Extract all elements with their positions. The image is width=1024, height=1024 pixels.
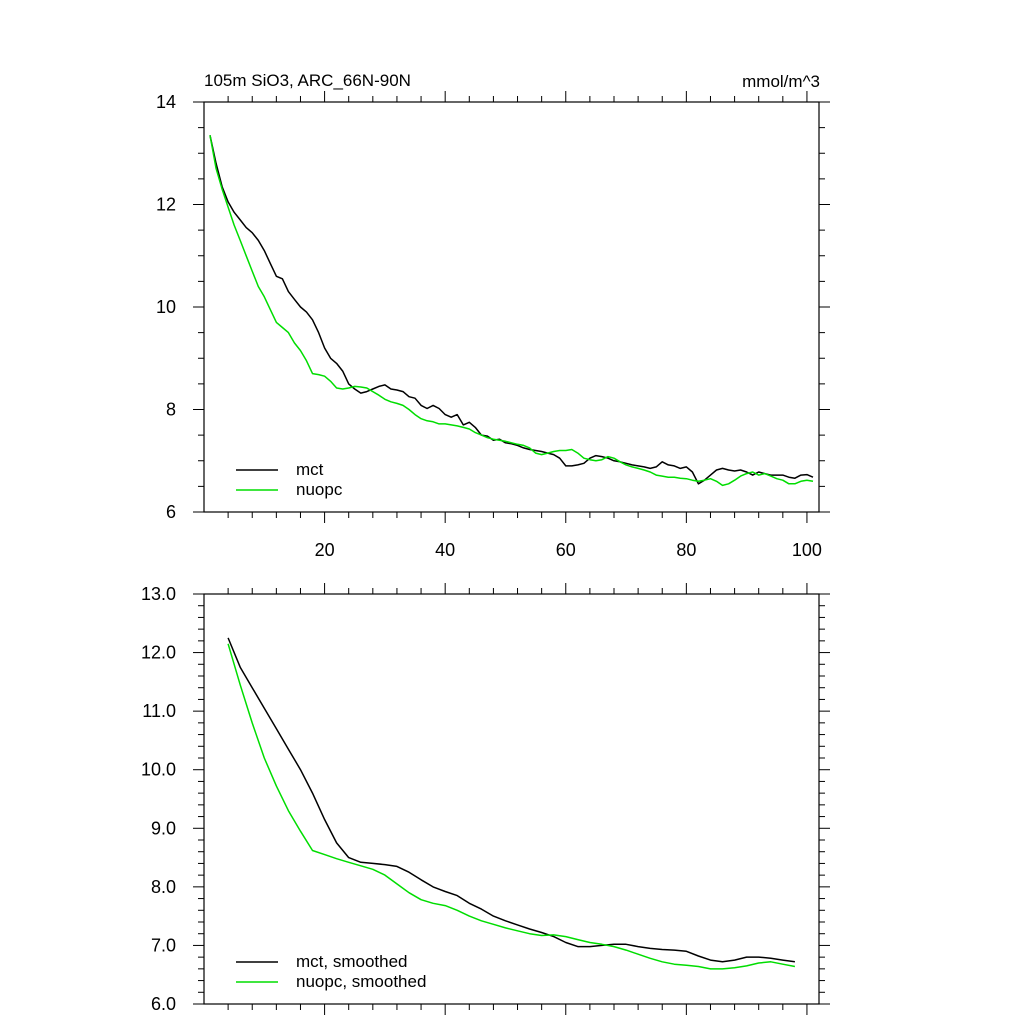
y-tick-label: 8.0 (151, 877, 176, 897)
y-tick-label: 8 (166, 400, 176, 420)
plot-frame (203, 101, 820, 513)
legend-label: mct, smoothed (296, 952, 408, 971)
y-tick-label: 12 (156, 195, 176, 215)
y-tick-label: 6 (166, 502, 176, 522)
y-tick-label: 13.0 (141, 584, 176, 604)
x-tick-label: 100 (792, 540, 822, 560)
y-tick-label: 14 (156, 92, 176, 112)
series-line-mct-smoothed (227, 637, 796, 963)
series-line-nuopc (209, 135, 814, 487)
x-tick-label: 40 (435, 540, 455, 560)
y-tick-label: 6.0 (151, 994, 176, 1014)
legend-label: nuopc, smoothed (296, 972, 426, 991)
y-tick-label: 9.0 (151, 818, 176, 838)
chart-units: mmol/m^3 (742, 72, 820, 91)
y-tick-label: 10 (156, 297, 176, 317)
y-tick-label: 12.0 (141, 643, 176, 663)
legend-label: nuopc (296, 480, 343, 499)
bottom-panel: 6.0 7.0 8.0 9.0 10.0 11.0 12.0 13.0 mct, smoothe… (141, 583, 830, 1015)
y-tick-label: 11.0 (142, 701, 176, 721)
x-tick-label: 60 (556, 540, 576, 560)
plot-frame (203, 593, 820, 1005)
x-tick-label: 80 (676, 540, 696, 560)
series-line-mct (209, 135, 814, 485)
top-panel: 105m SiO3, ARC_66N-90N mmol/m^3 20 40 60 80… (156, 71, 830, 560)
series-line-nuopc-smoothed (227, 643, 796, 970)
x-tick-label: 20 (315, 540, 335, 560)
chart-title: 105m SiO3, ARC_66N-90N (204, 71, 411, 90)
legend-label: mct (296, 460, 324, 479)
y-tick-label: 10.0 (141, 760, 176, 780)
y-tick-label: 7.0 (151, 935, 176, 955)
